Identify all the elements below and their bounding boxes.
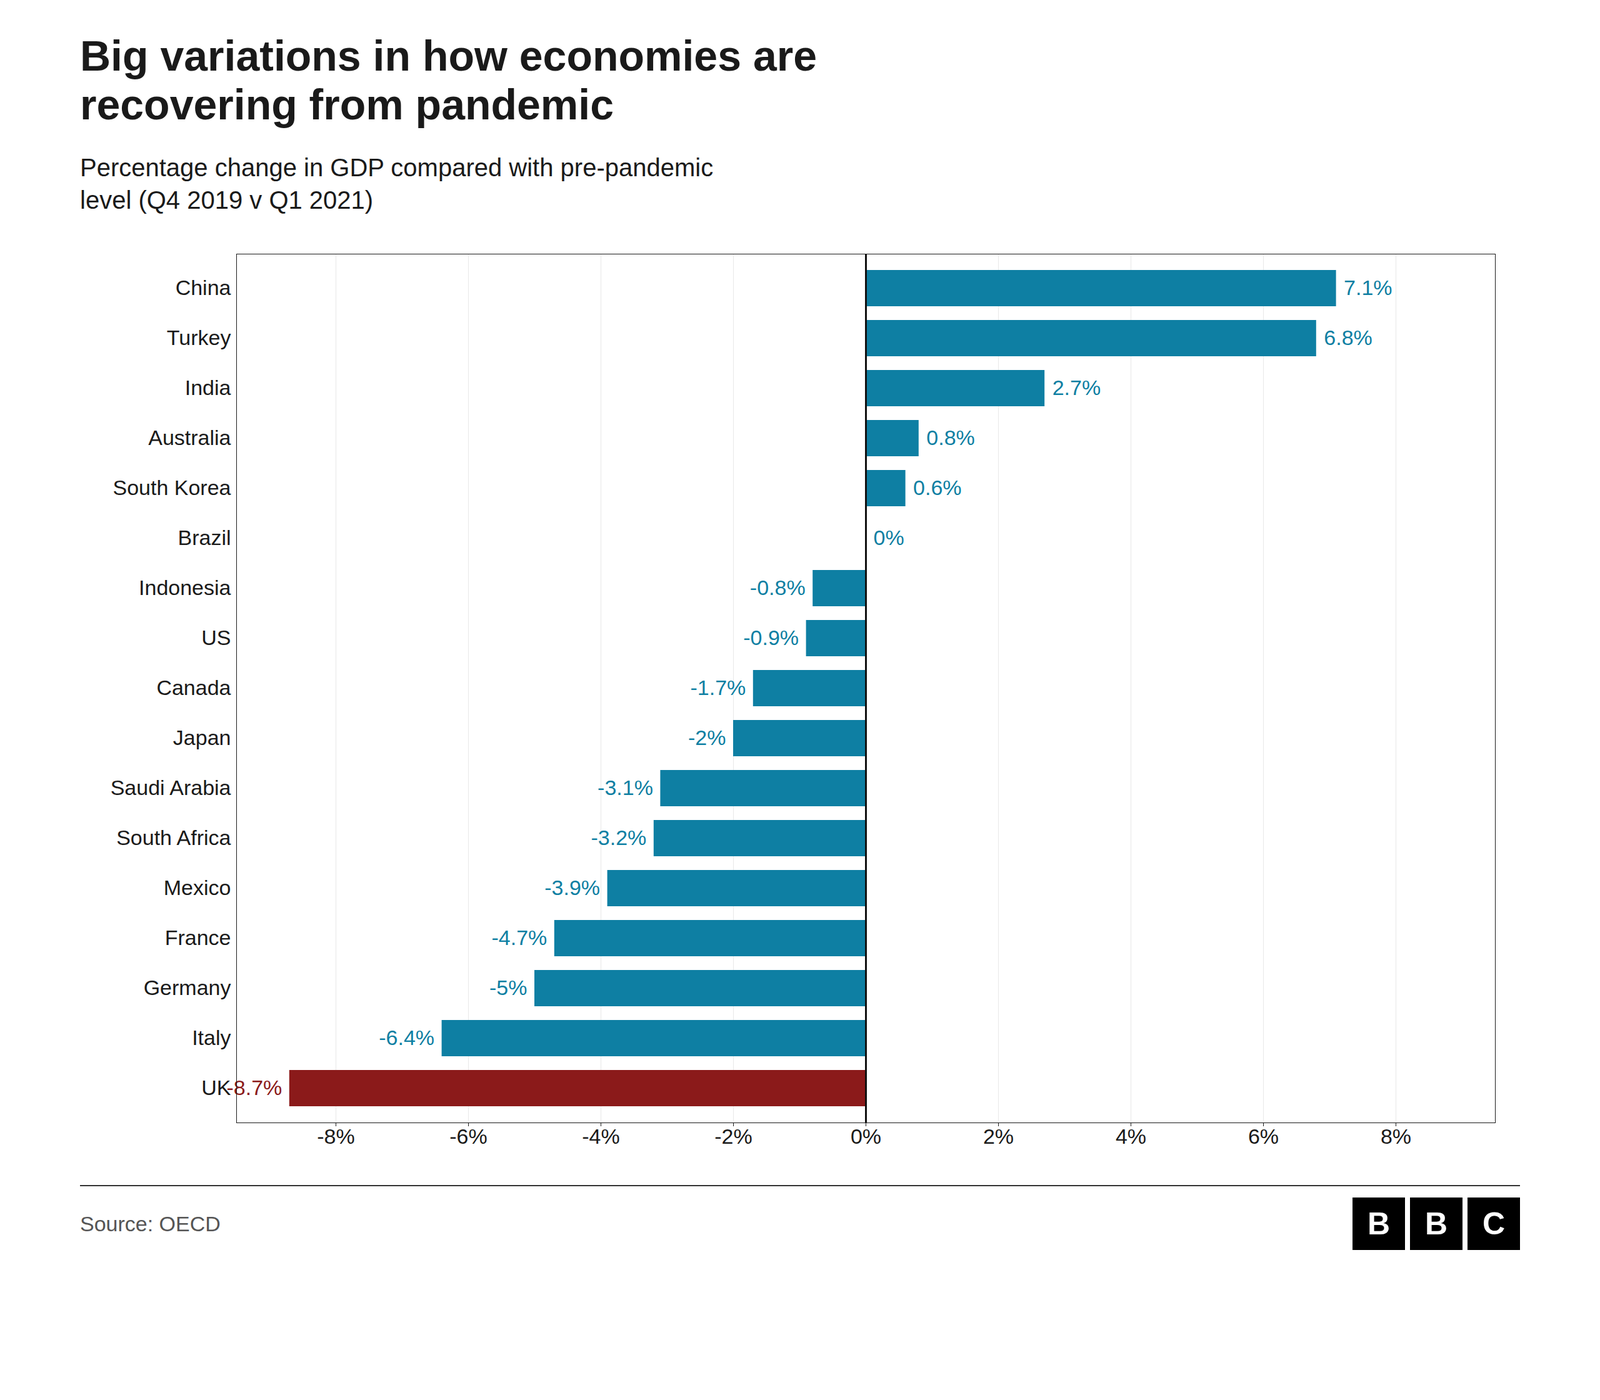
svg-text:Japan: Japan: [173, 726, 232, 750]
svg-text:Brazil: Brazil: [177, 526, 231, 550]
svg-text:-8.7%: -8.7%: [226, 1076, 282, 1100]
svg-text:France: France: [165, 926, 232, 950]
svg-text:Mexico: Mexico: [163, 876, 232, 900]
svg-text:Saudi Arabia: Saudi Arabia: [110, 776, 232, 800]
svg-text:0%: 0%: [873, 526, 905, 550]
svg-text:-4.7%: -4.7%: [491, 926, 547, 950]
svg-text:China: China: [175, 276, 232, 300]
html-text:Source: OECD: Source: OECD: [80, 1211, 221, 1236]
svg-text:-1.7%: -1.7%: [690, 676, 746, 700]
svg-text:Australia: Australia: [148, 426, 231, 450]
svg-text:-3.1%: -3.1%: [597, 776, 654, 800]
svg-text:-2%: -2%: [688, 726, 726, 750]
svg-text:-8%: -8%: [316, 1124, 355, 1149]
svg-text:India: India: [185, 376, 232, 400]
svg-text:UK: UK: [201, 1076, 231, 1100]
svg-text:0%: 0%: [850, 1124, 882, 1149]
svg-text:-6%: -6%: [449, 1124, 487, 1149]
svg-text:0.6%: 0.6%: [913, 476, 962, 500]
svg-text:US: US: [201, 626, 231, 650]
svg-text:4%: 4%: [1115, 1124, 1147, 1149]
svg-text:South Africa: South Africa: [116, 826, 231, 850]
html-text:B: B: [1367, 1206, 1390, 1242]
html-text:C: C: [1482, 1206, 1505, 1242]
svg-text:-0.9%: -0.9%: [743, 626, 799, 650]
svg-text:-0.8%: -0.8%: [750, 576, 806, 600]
svg-text:2%: 2%: [983, 1124, 1014, 1149]
svg-text:South Korea: South Korea: [112, 476, 231, 500]
svg-text:6.8%: 6.8%: [1323, 326, 1373, 350]
svg-text:7.1%: 7.1%: [1343, 276, 1393, 300]
svg-text:6%: 6%: [1248, 1124, 1279, 1149]
svg-text:Germany: Germany: [143, 976, 232, 1000]
svg-text:-4%: -4%: [581, 1124, 620, 1149]
svg-text:0.8%: 0.8%: [926, 426, 975, 450]
svg-text:-6.4%: -6.4%: [378, 1026, 435, 1050]
svg-text:Italy: Italy: [191, 1026, 231, 1050]
svg-text:-3.9%: -3.9%: [544, 876, 600, 900]
svg-text:8%: 8%: [1380, 1124, 1412, 1149]
svg-text:Canada: Canada: [156, 676, 231, 700]
svg-text:-5%: -5%: [489, 976, 527, 1000]
html-text:Big variations in how economie: Big variations in how economies are reco…: [80, 31, 817, 129]
html-text:Percentage change in GDP compa: Percentage change in GDP compared with p…: [80, 154, 714, 214]
html-text:B: B: [1424, 1206, 1448, 1242]
svg-text:-3.2%: -3.2%: [590, 826, 647, 850]
svg-text:2.7%: 2.7%: [1052, 376, 1102, 400]
svg-text:Turkey: Turkey: [166, 326, 232, 350]
svg-text:-2%: -2%: [714, 1124, 752, 1149]
svg-text:Indonesia: Indonesia: [138, 576, 232, 600]
